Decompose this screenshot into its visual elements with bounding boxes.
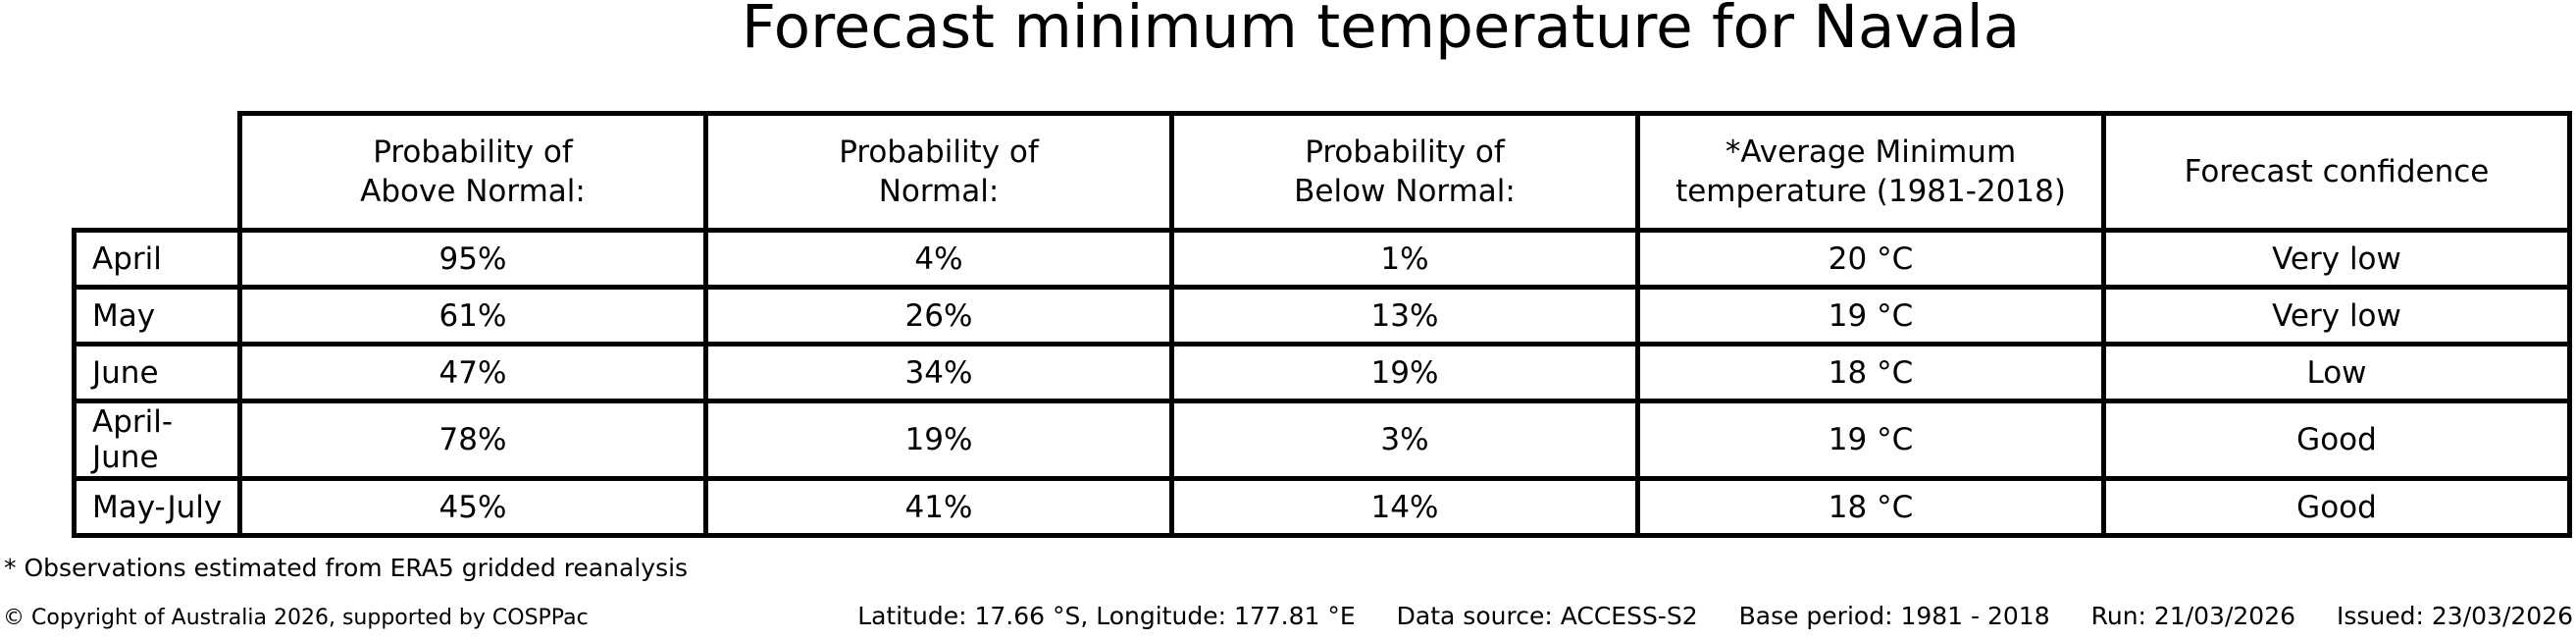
row-label: April [72, 228, 242, 291]
observations-footnote: * Observations estimated from ERA5 gridd… [4, 554, 689, 583]
data-source-label: Data source: ACCESS-S2 [1396, 602, 1698, 630]
forecast-table: Probability of Above Normal: Probability… [72, 111, 2572, 539]
cell-above-normal: 78% [237, 399, 708, 482]
page-title: Forecast minimum temperature for Navala [741, 0, 2021, 62]
row-label: June [72, 342, 242, 404]
cell-normal: 4% [703, 228, 1174, 291]
cell-below-normal: 3% [1169, 399, 1640, 482]
cell-below-normal: 13% [1169, 285, 1640, 347]
table-row-may: May 61% 26% 13% 19 °C Very low [72, 285, 2572, 347]
cell-above-normal: 95% [237, 228, 708, 291]
cell-confidence: Good [2101, 399, 2572, 482]
cell-confidence: Very low [2101, 285, 2572, 347]
column-header-normal: Probability of Normal: [703, 111, 1174, 234]
cell-avg-min-temp: 19 °C [1635, 285, 2106, 347]
table-row-june: June 47% 34% 19% 18 °C Low [72, 342, 2572, 404]
table-row-april-june: April-June 78% 19% 3% 19 °C Good [72, 399, 2572, 482]
row-label: May [72, 285, 242, 347]
column-header-forecast-confidence: Forecast confidence [2101, 111, 2572, 234]
cell-above-normal: 61% [237, 285, 708, 347]
row-label: April-June [72, 399, 242, 482]
column-header-avg-min-temp: *Average Minimum temperature (1981-2018) [1635, 111, 2106, 234]
cell-confidence: Low [2101, 342, 2572, 404]
cell-normal: 34% [703, 342, 1174, 404]
cell-normal: 41% [703, 476, 1174, 539]
corner-cell [75, 114, 240, 231]
cell-normal: 26% [703, 285, 1174, 347]
footer-bar: © Copyright of Australia 2026, supported… [0, 602, 2576, 630]
cell-avg-min-temp: 20 °C [1635, 228, 2106, 291]
base-period-label: Base period: 1981 - 2018 [1738, 602, 2050, 630]
cell-above-normal: 47% [237, 342, 708, 404]
location-coordinates: Latitude: 17.66 °S, Longitude: 177.81 °E [857, 602, 1356, 630]
column-header-below-normal: Probability of Below Normal: [1169, 111, 1640, 234]
table-row-may-july: May-July 45% 41% 14% 18 °C Good [72, 476, 2572, 539]
cell-below-normal: 1% [1169, 228, 1640, 291]
run-date-label: Run: 21/03/2026 [2090, 602, 2296, 630]
cell-below-normal: 19% [1169, 342, 1640, 404]
cell-confidence: Good [2101, 476, 2572, 539]
header-row: Probability of Above Normal: Probability… [75, 111, 2572, 234]
cell-avg-min-temp: 18 °C [1635, 476, 2106, 539]
table-row-april: April 95% 4% 1% 20 °C Very low [72, 228, 2572, 291]
column-header-above-normal: Probability of Above Normal: [237, 111, 708, 234]
copyright-text: © Copyright of Australia 2026, supported… [3, 606, 589, 630]
cell-avg-min-temp: 19 °C [1635, 399, 2106, 482]
cell-avg-min-temp: 18 °C [1635, 342, 2106, 404]
issued-date-label: Issued: 23/03/2026 [2337, 602, 2573, 630]
cell-above-normal: 45% [237, 476, 708, 539]
cell-below-normal: 14% [1169, 476, 1640, 539]
row-label: May-July [72, 476, 242, 539]
cell-normal: 19% [703, 399, 1174, 482]
cell-confidence: Very low [2101, 228, 2572, 291]
